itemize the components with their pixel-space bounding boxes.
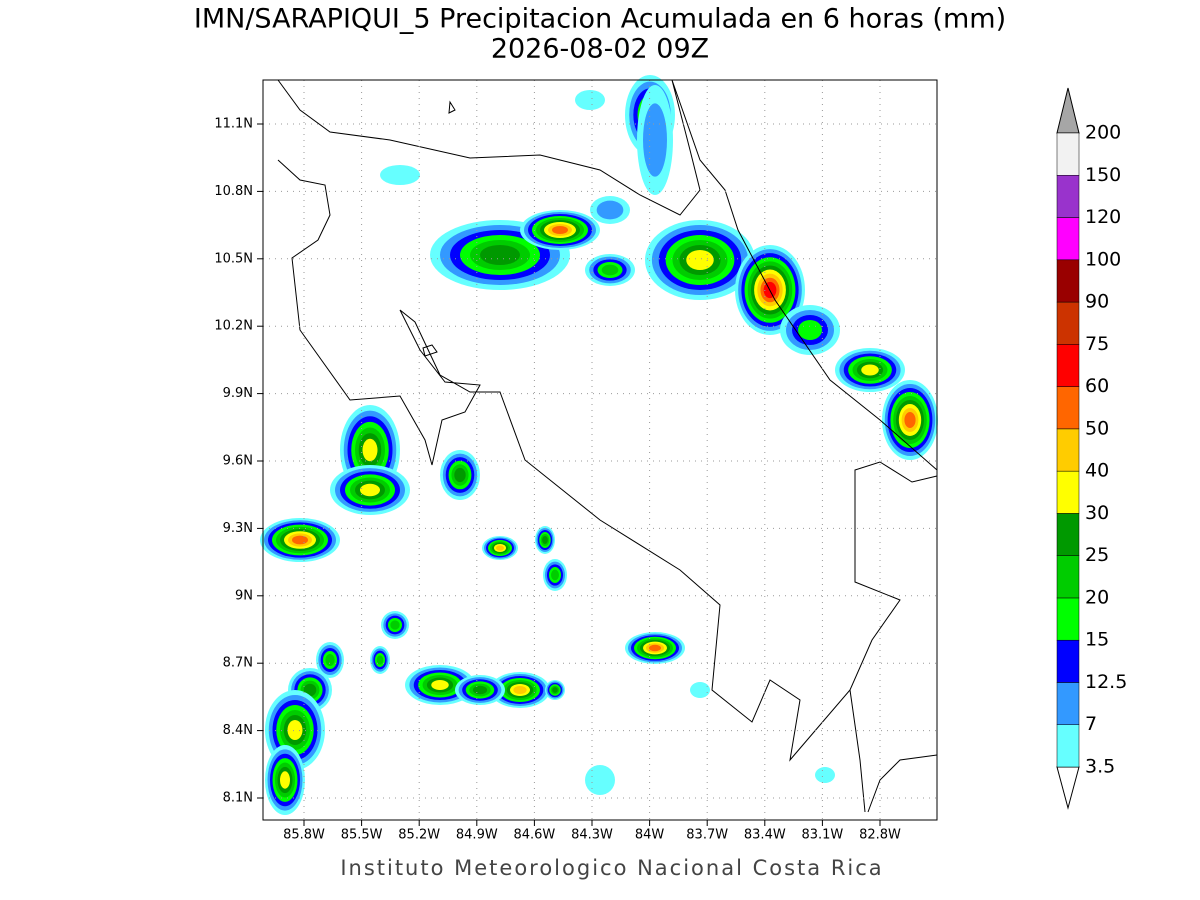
rain-contour <box>454 467 466 483</box>
x-tick-label: 84W <box>635 828 665 843</box>
rain-contour <box>362 438 378 462</box>
rain-contour <box>325 654 335 666</box>
x-tick-label: 84.9W <box>456 828 498 843</box>
colorbar-segment <box>1056 386 1080 430</box>
colorbar-segment <box>1056 555 1080 599</box>
colorbar-label: 15 <box>1085 629 1109 651</box>
colorbar-label: 100 <box>1085 248 1121 270</box>
y-tick-label: 10.2N <box>214 319 253 334</box>
colorbar: 3.5 7 12.5 15 20 25 30 40 50 60 75 90 100 120 150 200 <box>1056 87 1127 810</box>
x-tick-label: 84.6W <box>513 828 555 843</box>
colorbar-label: 25 <box>1085 544 1109 566</box>
y-tick-label: 9N <box>235 588 253 603</box>
colorbar-label: 200 <box>1085 122 1121 144</box>
y-tick-label: 9.3N <box>223 521 253 536</box>
rain-contour <box>287 720 303 740</box>
rain-contour <box>552 226 568 234</box>
rain-contour <box>815 767 835 783</box>
rain-contour <box>303 683 317 697</box>
rain-contour <box>585 765 615 795</box>
y-tick-label: 10.5N <box>214 251 253 266</box>
colorbar-label: 30 <box>1085 502 1109 524</box>
colorbar-segment <box>1056 513 1080 556</box>
colorbar-segment <box>1056 175 1080 218</box>
colorbar-label: 40 <box>1085 460 1109 482</box>
colorbar-label: 90 <box>1085 291 1109 313</box>
rain-contour <box>496 545 504 551</box>
rain-contour <box>542 536 548 544</box>
colorbar-segment <box>1056 682 1080 725</box>
rain-contour <box>380 165 420 185</box>
rain-contour <box>596 200 624 220</box>
colorbar-segment <box>1056 217 1080 261</box>
map-frame <box>262 79 938 821</box>
x-tick-label: 83.7W <box>686 828 728 843</box>
x-tick-label: 85.2W <box>398 828 440 843</box>
title: IMN/SARAPIQUI_5 Precipitacion Acumulada … <box>194 4 1006 35</box>
colorbar-over <box>1056 87 1080 134</box>
colorbar-label: 7 <box>1085 713 1097 735</box>
x-tick-label: 85.8W <box>283 828 325 843</box>
rain-contour <box>360 483 380 497</box>
colorbar-segment <box>1056 470 1080 514</box>
rain-contour <box>552 687 558 693</box>
footer: Instituto Meteorologico Nacional Costa R… <box>340 856 883 880</box>
colorbar-segment <box>1056 639 1080 683</box>
graticule: 85.8W 85.5W 85.2W 84.9W 84.6W 84.3W 84W 83.7W 83… <box>214 80 937 843</box>
colorbar-label: 150 <box>1085 164 1121 186</box>
rain-contour <box>861 364 879 376</box>
rain-contour <box>376 655 384 665</box>
rain-contour <box>643 103 667 177</box>
rain-contour <box>513 686 527 694</box>
rain-contour <box>690 682 710 698</box>
y-tick-label: 9.6N <box>223 454 253 469</box>
colorbar-label: 120 <box>1085 206 1121 228</box>
y-tick-label: 8.4N <box>223 723 253 738</box>
rain-contour <box>904 412 916 428</box>
colorbar-segment <box>1056 132 1080 176</box>
x-tick-label: 83.1W <box>801 828 843 843</box>
y-tick-label: 8.7N <box>223 656 253 671</box>
coastline <box>277 79 938 813</box>
y-tick-label: 11.1N <box>214 117 253 132</box>
subtitle: 2026-08-02 09Z <box>491 34 709 65</box>
rain-contour <box>798 320 822 340</box>
colorbar-segment <box>1056 597 1080 641</box>
colorbar-segment <box>1056 344 1080 387</box>
rain-contour <box>480 245 520 265</box>
x-tick-label: 82.8W <box>859 828 901 843</box>
rain-contour <box>551 569 559 581</box>
x-tick-label: 83.4W <box>744 828 786 843</box>
colorbar-label: 3.5 <box>1085 756 1115 778</box>
colorbar-label: 60 <box>1085 375 1109 397</box>
rain-contour <box>686 250 714 270</box>
x-tick-label: 85.5W <box>341 828 383 843</box>
precipitation-field <box>260 75 938 815</box>
rain-contour <box>390 620 400 630</box>
rain-contour <box>472 685 488 695</box>
colorbar-label: 75 <box>1085 333 1109 355</box>
y-tick-label: 9.9N <box>223 386 253 401</box>
colorbar-label: 20 <box>1085 586 1109 608</box>
colorbar-label: 50 <box>1085 417 1109 439</box>
rain-contour <box>649 644 661 652</box>
rain-contour <box>431 680 449 690</box>
x-tick-label: 84.3W <box>571 828 613 843</box>
y-tick-label: 10.8N <box>214 184 253 199</box>
y-tick-label: 8.1N <box>223 791 253 806</box>
rain-contour <box>280 771 290 789</box>
colorbar-under <box>1056 766 1080 810</box>
rain-contour <box>575 90 605 110</box>
rain-contour <box>601 264 619 276</box>
rain-contour <box>292 535 308 545</box>
colorbar-segment <box>1056 259 1080 303</box>
colorbar-segment <box>1056 428 1080 472</box>
colorbar-segment <box>1056 724 1080 768</box>
colorbar-label: 12.5 <box>1085 671 1127 693</box>
colorbar-segment <box>1056 301 1080 345</box>
